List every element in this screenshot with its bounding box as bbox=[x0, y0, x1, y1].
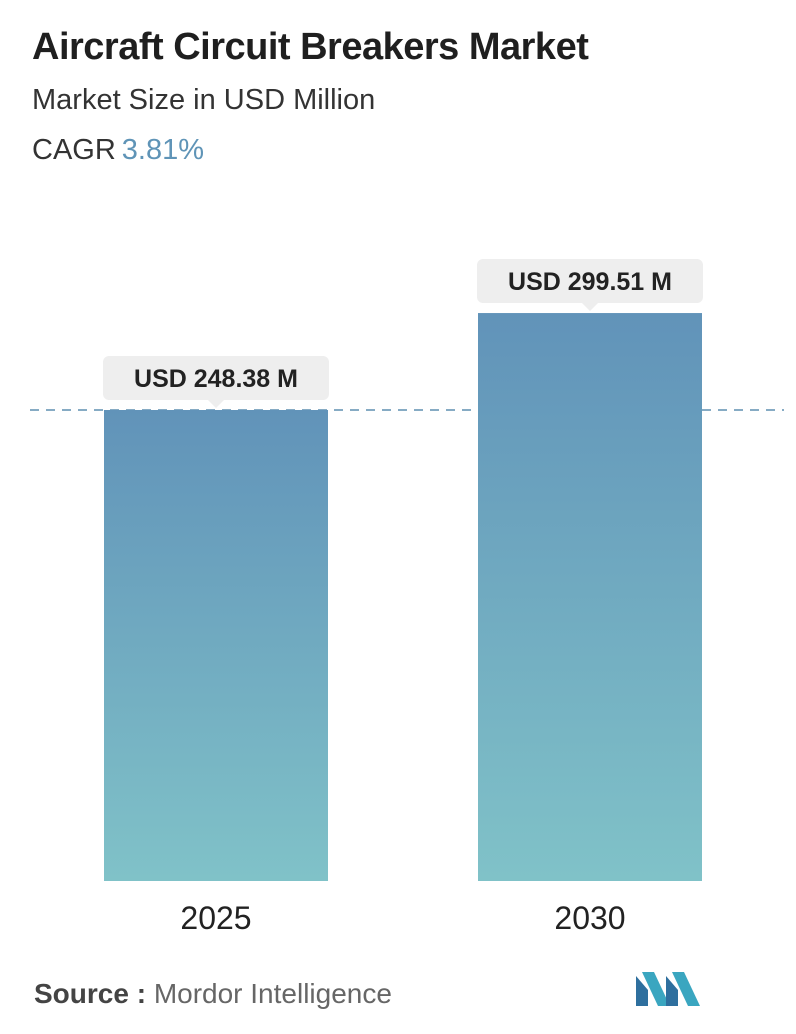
value-label-pointer bbox=[208, 400, 224, 408]
x-tick-label: 2030 bbox=[554, 900, 625, 936]
value-label-pointer bbox=[582, 303, 598, 312]
cagr-label: CAGR bbox=[32, 134, 116, 166]
source-label: Source : bbox=[34, 978, 147, 1009]
mordor-intelligence-logo bbox=[636, 972, 700, 1006]
source-value: Mordor Intelligence bbox=[153, 978, 392, 1009]
cagr-value: 3.81% bbox=[121, 134, 205, 166]
source-line: Source : Mordor Intelligence bbox=[34, 978, 392, 1010]
value-label: USD 299.51 M bbox=[508, 268, 672, 296]
chart-subtitle: Market Size in USD Million bbox=[32, 84, 376, 116]
x-tick-label: 2025 bbox=[180, 900, 251, 936]
bar-2030 bbox=[478, 313, 702, 881]
value-label: USD 248.38 M bbox=[134, 365, 298, 393]
value-label-box bbox=[103, 356, 329, 400]
cagr-line: CAGR 3.81% bbox=[32, 134, 204, 167]
value-label-box bbox=[477, 259, 703, 304]
chart-title: Aircraft Circuit Breakers Market bbox=[32, 26, 589, 68]
bar-2025 bbox=[104, 410, 328, 881]
